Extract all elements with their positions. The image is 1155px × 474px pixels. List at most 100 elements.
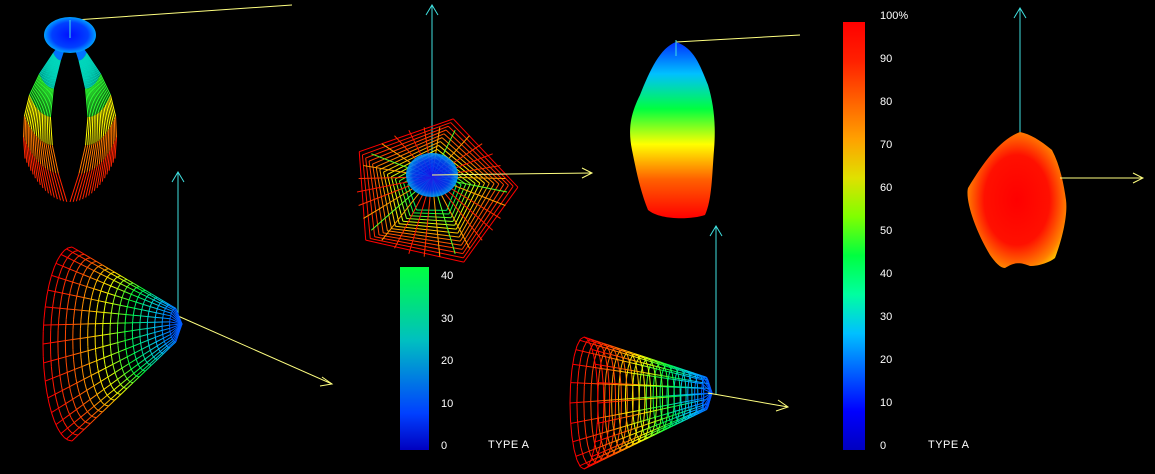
wireframe-line: [580, 336, 585, 340]
wireframe-line: [129, 283, 137, 289]
wireframe-line: [673, 394, 681, 396]
wireframe-line: [110, 348, 112, 355]
wireframe-line: [109, 97, 115, 120]
wireframe-line: [113, 279, 121, 285]
wireframe-line: [677, 417, 685, 422]
wireframe-line: [164, 310, 172, 314]
wireframe-line: [460, 183, 500, 246]
wireframe-line: [84, 55, 99, 80]
wireframe-line: [60, 433, 65, 439]
wireframe-line: [148, 358, 156, 365]
wireframe-line: [610, 353, 617, 357]
wireframe-line: [622, 360, 630, 363]
wireframe-line: [641, 421, 645, 432]
wireframe-line: [595, 445, 603, 450]
wireframe-line: [81, 59, 92, 88]
wireframe-line: [51, 145, 59, 174]
wireframe-line: [169, 304, 177, 309]
wireframe-line: [592, 453, 599, 457]
wireframe-line: [93, 282, 97, 289]
wireframe-line: [118, 313, 127, 316]
wireframe-line: [114, 367, 123, 373]
wireframe-line: [147, 326, 155, 329]
color-scale-small-title: TYPE A: [488, 439, 530, 451]
wireframe-line: [684, 414, 692, 419]
wireframe-line: [650, 409, 657, 413]
wireframe-line: [602, 355, 610, 359]
wireframe-line: [105, 293, 109, 300]
wireframe-line: [596, 340, 604, 344]
wireframe-line: [649, 424, 657, 429]
wireframe-line: [631, 441, 639, 446]
wireframe-line: [151, 293, 158, 298]
wireframe-line: [606, 368, 614, 371]
wireframe-line: [597, 402, 604, 404]
wireframe-line: [135, 354, 144, 360]
wireframe-line: [161, 301, 169, 306]
wireframe-line: [103, 354, 112, 359]
wireframe-line: [77, 263, 82, 270]
wireframe-line: [365, 239, 464, 263]
wireframe-line: [65, 339, 73, 342]
wireframe-line: [74, 369, 77, 379]
wireframe-line: [86, 280, 90, 287]
wireframe-line: [605, 347, 613, 351]
wireframe-line: [58, 403, 66, 409]
wireframe-line: [146, 356, 154, 363]
wireframe-line: [89, 143, 95, 172]
wireframe-line: [100, 273, 108, 278]
wireframe-line: [102, 264, 109, 270]
wireframe-line: [107, 287, 111, 294]
wireframe-line: [110, 313, 112, 320]
wireframe-line: [126, 382, 134, 389]
wireframe-line: [618, 351, 626, 355]
wireframe-line: [153, 351, 161, 358]
wireframe-line: [148, 306, 151, 310]
wireframe-line: [579, 339, 587, 343]
wireframe-line: [98, 78, 109, 102]
wireframe-line: [83, 253, 91, 259]
wireframe-line: [635, 423, 639, 434]
wireframe-line: [73, 359, 76, 370]
wireframe-line: [613, 347, 620, 351]
wireframe-line: [614, 435, 618, 444]
wireframe-line: [100, 394, 108, 402]
wireframe-line: [569, 369, 573, 386]
wireframe-line: [40, 54, 55, 79]
wireframe-line: [52, 374, 61, 379]
wireframe-line: [154, 329, 163, 333]
wireframe-line: [47, 144, 54, 173]
wireframe-line: [63, 422, 68, 429]
wireframe-line: [679, 418, 687, 423]
wireframe-line: [107, 292, 116, 296]
wireframe-line: [124, 314, 127, 321]
wireframe-line: [72, 399, 76, 407]
wireframe-line: [618, 444, 626, 449]
wireframe-line: [673, 365, 681, 369]
wireframe-line: [57, 173, 68, 202]
wireframe-line: [45, 377, 53, 382]
wireframe-line: [72, 173, 83, 202]
wireframe-line: [65, 279, 73, 283]
wireframe-line: [650, 397, 657, 399]
wireframe-line: [604, 352, 611, 355]
wireframe-line: [594, 459, 602, 464]
wireframe-line: [641, 437, 649, 442]
wireframe-line: [88, 88, 94, 117]
scale-tick-label: 20: [441, 355, 454, 367]
wireframe-line: [48, 88, 53, 117]
wireframe-line: [80, 411, 88, 418]
wireframe-line: [702, 392, 713, 408]
wireframe-line: [667, 403, 675, 406]
wireframe-line: [70, 417, 75, 423]
wireframe-line: [592, 456, 600, 461]
wireframe-line: [118, 351, 121, 358]
wireframe-line: [407, 184, 418, 211]
wireframe-line: [35, 135, 39, 163]
wireframe-line: [576, 418, 580, 435]
wireframe-line: [622, 349, 629, 353]
wireframe-line: [31, 153, 36, 179]
wireframe-line: [650, 359, 658, 363]
wireframe-line: [599, 453, 607, 458]
wireframe-line: [604, 414, 607, 428]
